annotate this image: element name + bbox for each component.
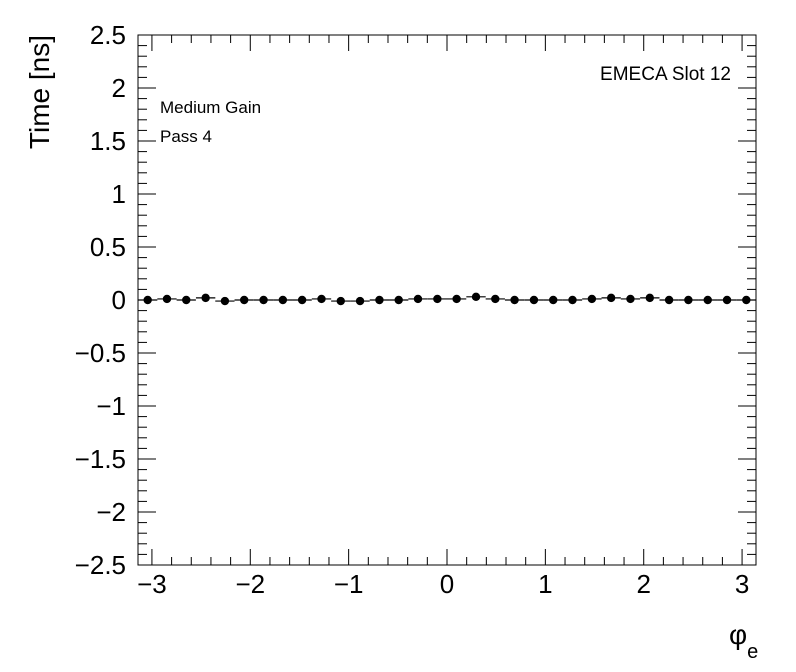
x-tick-label: 3	[735, 569, 749, 599]
y-tick-label: −1.5	[75, 444, 126, 474]
y-tick-label: −0.5	[75, 338, 126, 368]
data-point	[722, 295, 732, 305]
data-point	[684, 295, 693, 305]
y-tick-label: 0	[112, 285, 126, 315]
data-point	[645, 293, 655, 303]
data-layer	[138, 292, 756, 306]
data-point	[413, 294, 423, 304]
data-point	[278, 295, 288, 305]
y-tick-label: 2.5	[90, 20, 126, 50]
data-point	[529, 295, 539, 305]
y-tick-label: 0.5	[90, 232, 126, 262]
annotation-pass: Pass 4	[160, 127, 212, 146]
y-tick-label: −2	[96, 497, 126, 527]
data-point	[703, 295, 712, 305]
data-point	[220, 296, 230, 306]
data-point	[471, 292, 481, 302]
data-point	[143, 295, 152, 305]
data-point	[317, 294, 326, 304]
x-axis-title-subscript: e	[747, 641, 758, 663]
data-point	[664, 295, 674, 305]
data-point	[491, 294, 500, 304]
data-point	[433, 294, 442, 304]
y-tick-label: 1.5	[90, 126, 126, 156]
data-point	[162, 294, 172, 304]
data-point	[568, 295, 577, 305]
data-point	[549, 295, 558, 305]
x-tick-label: 1	[538, 569, 552, 599]
data-point	[259, 295, 268, 305]
x-tick-label: −1	[334, 569, 364, 599]
y-tick-labels: 2.5 2 1.5 1 0.5 0 −0.5 −1 −1.5 −2 −2.5	[75, 20, 126, 580]
y-axis-title: Time [ns]	[24, 35, 55, 149]
data-point	[587, 294, 597, 304]
x-tick-label: −2	[235, 569, 265, 599]
data-point	[355, 296, 365, 306]
data-point	[606, 293, 616, 303]
axis-ticks	[138, 34, 756, 566]
x-axis-title: φe	[729, 619, 758, 663]
data-point	[375, 295, 384, 305]
data-point	[297, 295, 307, 305]
y-tick-label: −2.5	[75, 550, 126, 580]
data-point	[239, 295, 249, 305]
data-point	[452, 294, 461, 304]
data-point	[336, 296, 345, 306]
x-tick-label: 2	[636, 569, 650, 599]
data-point	[626, 294, 635, 304]
x-axis-title-symbol: φ	[729, 619, 747, 650]
y-tick-label: −1	[96, 391, 126, 421]
data-point	[201, 293, 210, 303]
y-tick-label: 2	[112, 73, 126, 103]
data-point	[394, 295, 403, 305]
x-tick-label: −3	[137, 569, 167, 599]
x-tick-label: 0	[440, 569, 454, 599]
y-tick-label: 1	[112, 179, 126, 209]
x-tick-labels: −3 −2 −1 0 1 2 3	[137, 569, 749, 599]
annotation-slot: EMECA Slot 12	[600, 64, 731, 85]
data-point	[742, 295, 751, 305]
data-point	[510, 295, 519, 305]
data-point	[182, 295, 191, 305]
annotation-gain: Medium Gain	[160, 98, 261, 117]
